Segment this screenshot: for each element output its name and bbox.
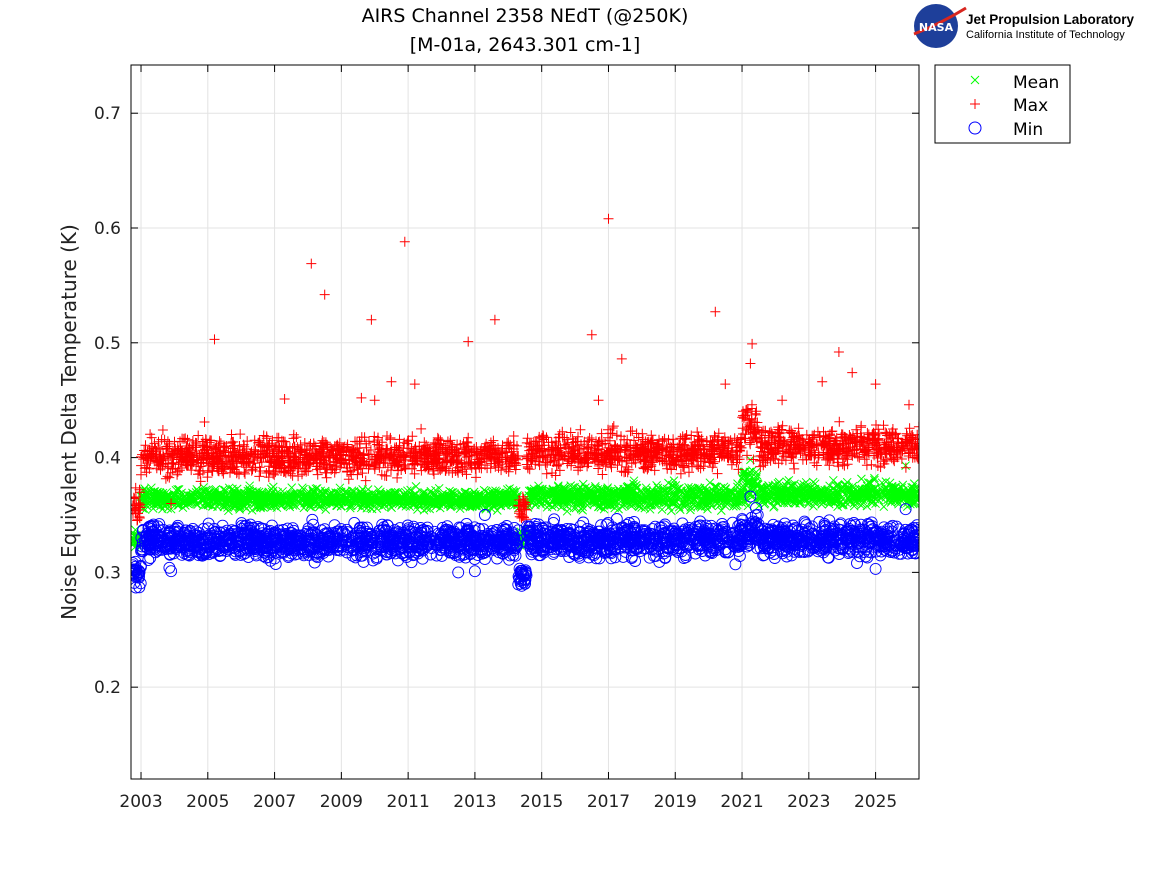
point-max xyxy=(235,429,245,439)
point-mean xyxy=(412,482,420,490)
point-max xyxy=(733,452,743,462)
point-mean xyxy=(843,478,851,486)
point-mean xyxy=(706,479,714,487)
point-max xyxy=(504,467,514,477)
jpl-name: Jet Propulsion Laboratory xyxy=(966,12,1135,27)
x-tick-label: 2017 xyxy=(587,792,630,812)
point-max xyxy=(542,469,552,479)
x-tick-label: 2011 xyxy=(387,792,430,812)
point-max xyxy=(862,460,872,470)
x-tick-label: 2019 xyxy=(654,792,697,812)
y-tick-label: 0.4 xyxy=(94,449,121,469)
chart-subtitle: [M-01a, 2643.301 cm-1] xyxy=(410,34,641,56)
point-max xyxy=(322,473,332,483)
x-tick-label: 2025 xyxy=(854,792,897,812)
grid xyxy=(131,65,919,779)
point-mean xyxy=(667,507,675,515)
y-tick-label: 0.3 xyxy=(94,563,121,583)
point-max xyxy=(172,470,182,480)
point-max xyxy=(361,439,371,449)
point-max xyxy=(129,493,139,503)
x-tick-label: 2005 xyxy=(186,792,229,812)
y-tick-label: 0.6 xyxy=(94,219,121,239)
x-tick-label: 2013 xyxy=(453,792,496,812)
x-tick-label: 2009 xyxy=(320,792,363,812)
point-max xyxy=(357,432,367,442)
point-max xyxy=(834,417,844,427)
y-tick-label: 0.7 xyxy=(94,104,121,124)
nasa-logo-text: NASA xyxy=(919,21,954,34)
point-max xyxy=(416,424,426,434)
x-tick-label: 2023 xyxy=(787,792,830,812)
point-max xyxy=(392,473,402,483)
chart-title: AIRS Channel 2358 NEdT (@250K) xyxy=(362,5,689,27)
point-max xyxy=(575,425,585,435)
caltech-name: California Institute of Technology xyxy=(966,29,1125,41)
x-tick-label: 2021 xyxy=(720,792,763,812)
point-max xyxy=(717,451,727,461)
point-max xyxy=(218,469,228,479)
point-max xyxy=(866,460,876,470)
x-tick-label: 2015 xyxy=(520,792,563,812)
x-tick-label: 2007 xyxy=(253,792,296,812)
plot-area xyxy=(127,214,924,593)
point-max xyxy=(158,425,168,435)
point-max xyxy=(525,464,535,474)
jpl-logo: NASA Jet Propulsion Laboratory Californi… xyxy=(914,4,1135,48)
point-max xyxy=(227,430,237,440)
series-max xyxy=(128,214,924,526)
point-max xyxy=(203,467,213,477)
point-max xyxy=(612,430,622,440)
point-max xyxy=(382,471,392,481)
point-max xyxy=(627,426,637,436)
point-max xyxy=(509,431,519,441)
y-tick-label: 0.2 xyxy=(94,678,121,698)
point-max xyxy=(291,432,301,442)
point-max xyxy=(175,465,185,475)
y-tick-label: 0.5 xyxy=(94,334,121,354)
point-mean xyxy=(770,502,778,510)
point-max xyxy=(713,469,723,479)
x-tick-label: 2003 xyxy=(119,792,162,812)
point-max xyxy=(344,474,354,484)
